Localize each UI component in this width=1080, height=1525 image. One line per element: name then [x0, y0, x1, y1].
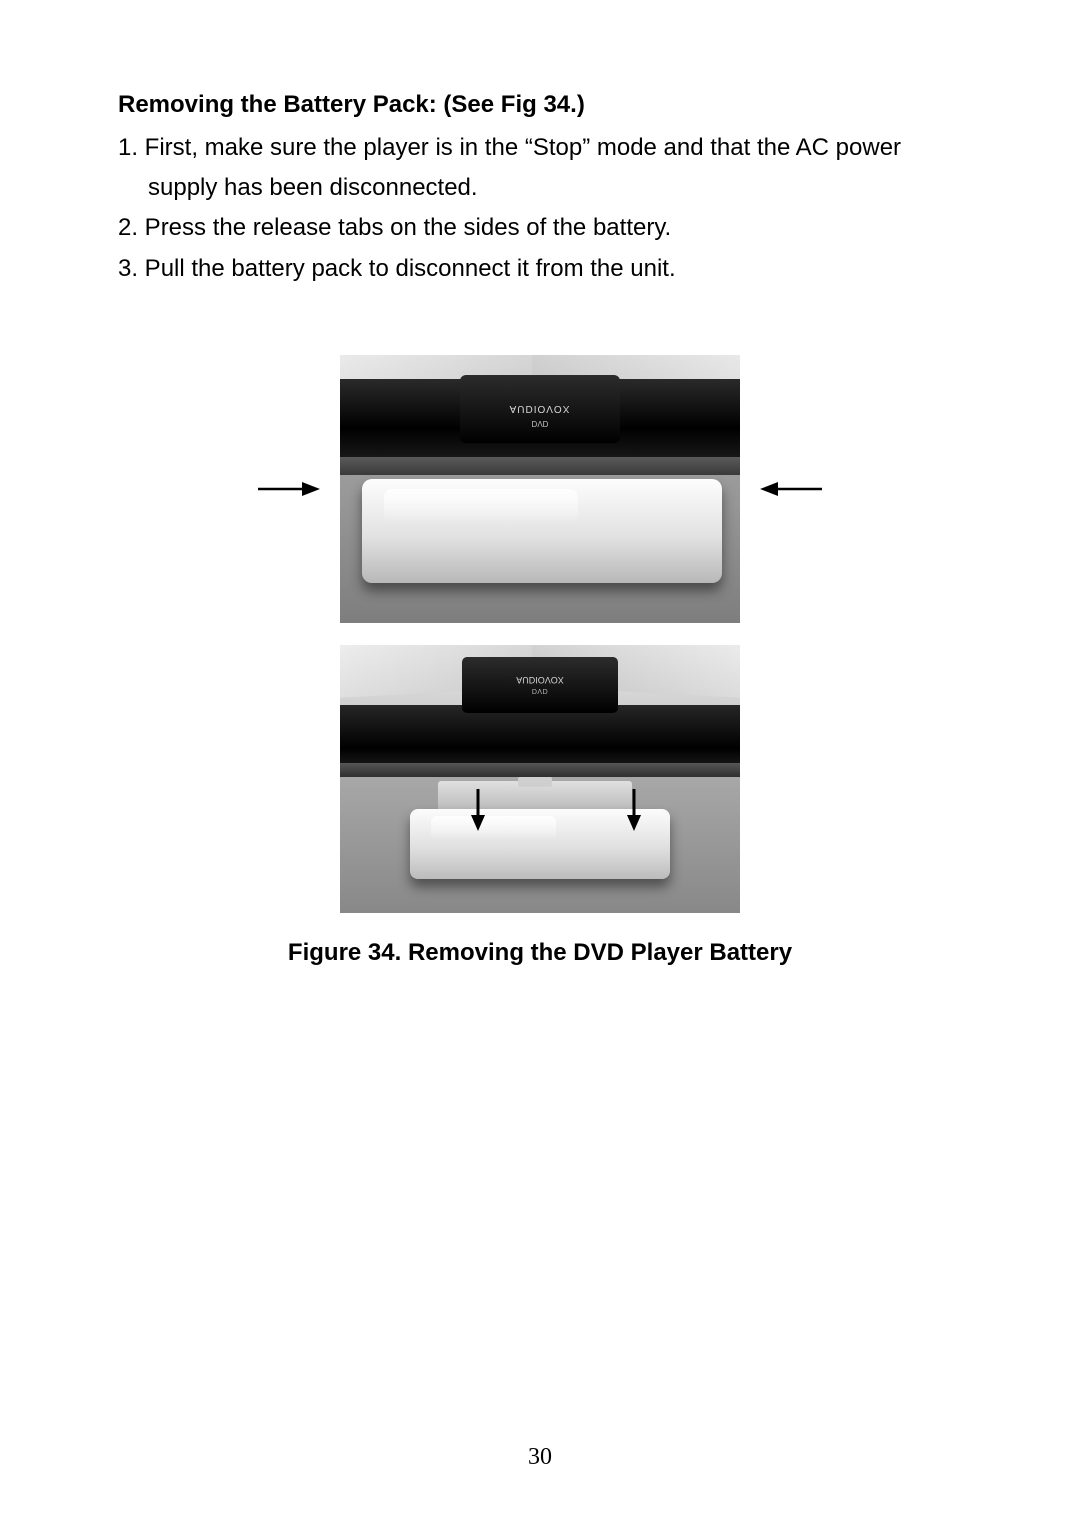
photo-pull-battery: AUDIOVOX DVD	[340, 645, 740, 913]
arrow-right-icon	[256, 479, 320, 499]
device-sub-label: DVD	[460, 419, 620, 428]
figure-caption: Figure 34. Removing the DVD Player Batte…	[288, 939, 792, 967]
arrow-left-icon	[760, 479, 824, 499]
manual-page: Removing the Battery Pack: (See Fig 34.)…	[0, 0, 1080, 1525]
step-1-line-1: 1. First, make sure the player is in the…	[118, 128, 962, 168]
step-2: 2. Press the release tabs on the sides o…	[118, 208, 962, 248]
battery-pack-attached	[362, 479, 722, 583]
battery-connector	[438, 781, 632, 809]
page-number: 30	[0, 1444, 1080, 1471]
section-heading: Removing the Battery Pack: (See Fig 34.)	[118, 88, 962, 122]
instruction-steps: 1. First, make sure the player is in the…	[118, 128, 962, 289]
step-1-line-2: supply has been disconnected.	[118, 168, 962, 208]
step-3: 3. Pull the battery pack to disconnect i…	[118, 249, 962, 289]
arrow-down-icon	[626, 787, 642, 831]
arrow-down-icon	[470, 787, 486, 831]
figure-block: AUDIOVOX DVD AUDIOVOX DVD	[118, 355, 962, 967]
photo-press-tabs: AUDIOVOX DVD	[340, 355, 740, 623]
device-sub-label-2: DVD	[462, 687, 618, 694]
device-brand-label-2: AUDIOVOX	[462, 675, 618, 685]
figure-row-press-tabs: AUDIOVOX DVD	[256, 355, 824, 623]
device-brand-label: AUDIOVOX	[460, 403, 620, 414]
